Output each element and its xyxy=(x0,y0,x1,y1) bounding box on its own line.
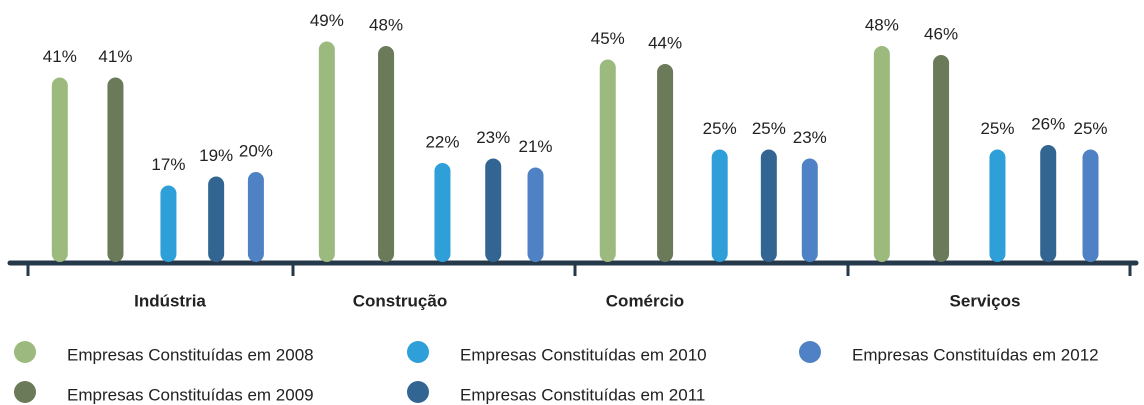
bar xyxy=(1040,145,1057,262)
legend-label: Empresas Constituídas em 2010 xyxy=(460,345,707,364)
axis-ticks xyxy=(26,263,1132,276)
bar xyxy=(657,64,674,262)
value-label: 41% xyxy=(98,47,132,66)
value-label: 21% xyxy=(519,137,553,156)
bar xyxy=(160,185,177,262)
bar xyxy=(933,55,950,262)
category-label: Indústria xyxy=(134,291,206,310)
value-label: 23% xyxy=(476,128,510,147)
value-label: 22% xyxy=(425,132,459,151)
category-label: Comércio xyxy=(606,291,684,310)
bar xyxy=(599,59,616,262)
bar xyxy=(247,172,264,262)
legend-label: Empresas Constituídas em 2008 xyxy=(67,345,314,364)
bar xyxy=(873,46,890,262)
value-label: 41% xyxy=(43,47,77,66)
bar xyxy=(51,77,68,262)
bar xyxy=(378,46,395,262)
bar xyxy=(801,158,818,262)
bar xyxy=(485,158,502,262)
legend-label: Empresas Constituídas em 2009 xyxy=(67,385,314,404)
value-label: 17% xyxy=(151,155,185,174)
value-label: 45% xyxy=(591,29,625,48)
value-label: 49% xyxy=(310,11,344,30)
bar xyxy=(208,176,225,262)
value-label: 44% xyxy=(648,33,682,52)
legend-swatch xyxy=(407,341,429,363)
category-label: Serviços xyxy=(950,291,1021,310)
value-label: 48% xyxy=(369,15,403,34)
legend-swatch xyxy=(14,341,36,363)
value-label: 25% xyxy=(1074,119,1108,138)
value-label: 26% xyxy=(1031,114,1065,133)
legend-label: Empresas Constituídas em 2012 xyxy=(852,345,1099,364)
value-label: 46% xyxy=(924,24,958,43)
value-label: 23% xyxy=(793,128,827,147)
value-label: 25% xyxy=(980,119,1014,138)
bar xyxy=(527,167,544,262)
bar xyxy=(434,163,451,262)
bar xyxy=(318,41,335,262)
value-label: 20% xyxy=(239,141,273,160)
legend-label: Empresas Constituídas em 2011 xyxy=(460,385,705,404)
bar xyxy=(1082,149,1099,262)
value-label: 25% xyxy=(752,119,786,138)
value-label: 25% xyxy=(703,119,737,138)
bar xyxy=(989,149,1006,262)
bar xyxy=(107,77,124,262)
value-label: 19% xyxy=(199,146,233,165)
bar xyxy=(711,149,728,262)
legend-swatch xyxy=(799,341,821,363)
legend-swatch xyxy=(407,381,429,403)
category-label: Construção xyxy=(353,291,447,310)
value-label: 48% xyxy=(865,15,899,34)
legend-swatch xyxy=(14,381,36,403)
bar xyxy=(760,149,777,262)
